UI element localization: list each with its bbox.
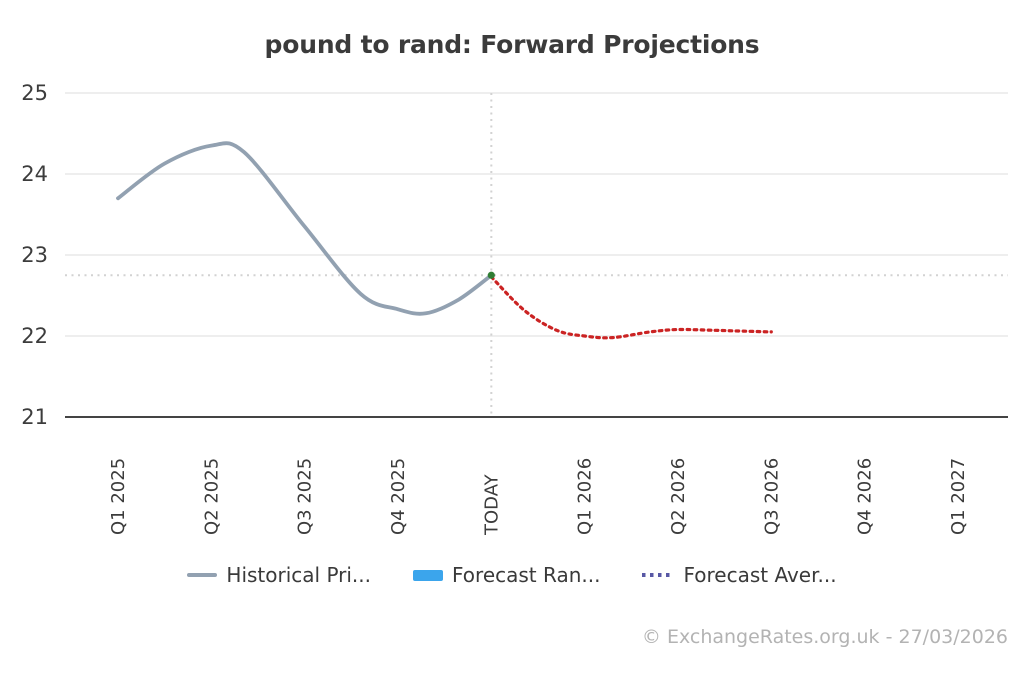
legend-label: Historical Pri... xyxy=(226,563,372,587)
y-tick-label: 22 xyxy=(21,324,48,348)
historical-price-line-swatch xyxy=(187,573,218,577)
x-axis-label: Q4 2025 xyxy=(388,458,409,535)
x-axis-label: Q4 2026 xyxy=(855,458,876,535)
x-axis-label: Q3 2026 xyxy=(761,458,782,535)
chart-title: pound to rand: Forward Projections xyxy=(264,30,760,59)
y-tick-label: 21 xyxy=(21,405,48,429)
legend: Historical Pri... Forecast Ran... Foreca… xyxy=(0,563,1024,587)
attribution-text: © ExchangeRates.org.uk - 27/03/2026 xyxy=(641,626,1008,648)
legend-label: Forecast Ran... xyxy=(452,563,601,587)
legend-label: Forecast Aver... xyxy=(683,563,837,587)
historical-price-line xyxy=(116,141,494,316)
forecast-range-swatch xyxy=(413,569,444,581)
today-marker-dot xyxy=(487,271,495,279)
legend-item-forecast-range: Forecast Ran... xyxy=(413,563,600,587)
x-axis-label: Q3 2025 xyxy=(295,458,316,535)
x-axis-label: Q1 2025 xyxy=(108,458,129,535)
x-axis-label: Q1 2027 xyxy=(948,458,969,535)
x-axis-label: Q2 2026 xyxy=(668,458,689,535)
forecast-average-line xyxy=(489,275,773,340)
y-tick-label: 25 xyxy=(21,81,48,105)
plot-area: 21 22 23 24 25 Q1 2025 Q2 2025 Q3 2025 Q4 2025 TO… xyxy=(21,81,1008,536)
forecast-average-dotted-swatch xyxy=(642,573,675,577)
x-axis-label: Q2 2025 xyxy=(201,458,222,535)
legend-item-forecast-average: Forecast Aver... xyxy=(642,563,837,587)
x-axis-label: Q1 2026 xyxy=(575,458,596,535)
x-axis-label: TODAY xyxy=(481,473,502,536)
y-tick-label: 24 xyxy=(21,162,48,186)
legend-item-historical-price: Historical Pri... xyxy=(187,563,371,587)
y-tick-label: 23 xyxy=(21,243,48,267)
